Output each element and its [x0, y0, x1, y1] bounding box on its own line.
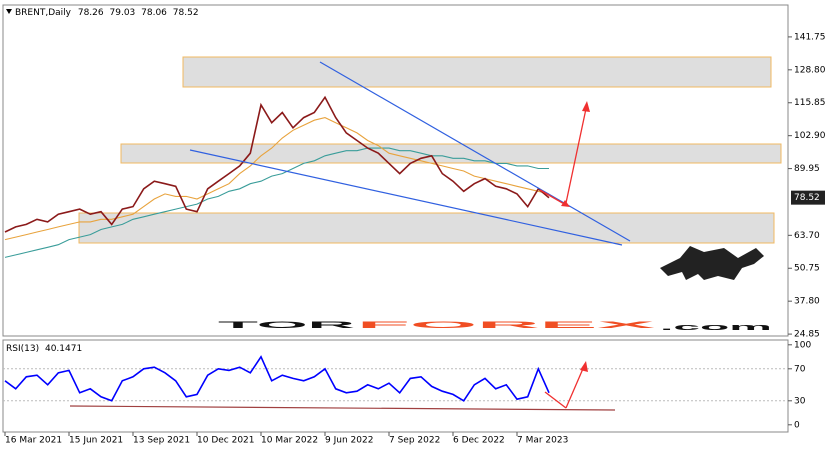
series-line — [4, 147, 549, 258]
forecast-arrow — [544, 391, 567, 409]
last-price-box — [791, 190, 825, 205]
main-panel — [2, 4, 789, 337]
y-tick-label: 141.75 — [794, 32, 826, 42]
y-tick-label: 50.75 — [794, 264, 820, 274]
open: 78.26 — [78, 8, 104, 18]
y-tick-label: 70 — [794, 364, 806, 374]
plot-area — [3, 95, 788, 402]
rsi-panel — [2, 339, 789, 433]
rsi-value: 40.1471 — [45, 344, 82, 354]
arrow-head — [582, 101, 590, 112]
x-tick-label: 16 Mar 2021 — [5, 436, 62, 446]
forecast-arrow — [565, 363, 586, 409]
chart-header: BRENT,Daily 78.26 79.03 78.06 78.52 — [15, 8, 199, 18]
y-tick-label: 24.85 — [794, 330, 820, 340]
x-tick-label: 13 Sep 2021 — [133, 436, 190, 446]
header-icon — [6, 9, 12, 14]
x-tick-label: 9 Jun 2022 — [325, 436, 373, 446]
symbol: BRENT,Daily — [15, 8, 72, 18]
y-tick-label: 102.90 — [794, 131, 826, 141]
y-tick-label: 100 — [794, 340, 811, 350]
trend-line — [319, 61, 631, 242]
high: 79.03 — [110, 8, 136, 18]
last-price-label: 78.52 — [794, 193, 820, 203]
y-tick-label: 37.80 — [794, 297, 820, 307]
resistance-zone — [120, 143, 782, 164]
close: 78.52 — [173, 8, 199, 18]
x-tick-label: 10 Mar 2022 — [261, 436, 318, 446]
series-line — [4, 117, 550, 241]
x-tick-label: 7 Mar 2023 — [517, 436, 568, 446]
watermark-text: .com — [660, 322, 772, 332]
rsi-title: RSI(13) — [6, 344, 39, 354]
y-tick-label: 63.70 — [794, 231, 820, 241]
y-tick-label: 89.95 — [794, 164, 820, 174]
support-zone — [78, 212, 775, 244]
x-tick-label: 15 Jun 2021 — [69, 436, 123, 446]
series-line — [4, 95, 550, 233]
trend-line — [189, 149, 623, 246]
bull-icon — [660, 246, 764, 280]
watermark: TOR FOREX .com — [218, 246, 772, 332]
rsi-header: RSI(13) 40.1471 — [6, 344, 82, 354]
series-line — [4, 355, 550, 402]
x-tick-label: 6 Dec 2022 — [453, 436, 505, 446]
arrow-head — [580, 361, 588, 372]
y-tick-label: 115.85 — [794, 98, 826, 108]
y-tick-label: 128.80 — [794, 65, 826, 75]
x-tick-label: 7 Sep 2022 — [389, 436, 440, 446]
resistance-zone — [182, 56, 772, 88]
watermark-text: TOR — [218, 320, 359, 330]
watermark-text: FOREX — [357, 320, 655, 330]
forecast-arrow — [539, 189, 567, 206]
rsi-trend-line — [69, 405, 616, 411]
x-tick-label: 10 Dec 2021 — [197, 436, 255, 446]
arrow-head — [561, 200, 570, 207]
low: 78.06 — [141, 8, 167, 18]
y-tick-label: 0 — [794, 420, 800, 430]
y-tick-label: 30 — [794, 396, 806, 406]
forecast-arrow — [565, 103, 588, 204]
